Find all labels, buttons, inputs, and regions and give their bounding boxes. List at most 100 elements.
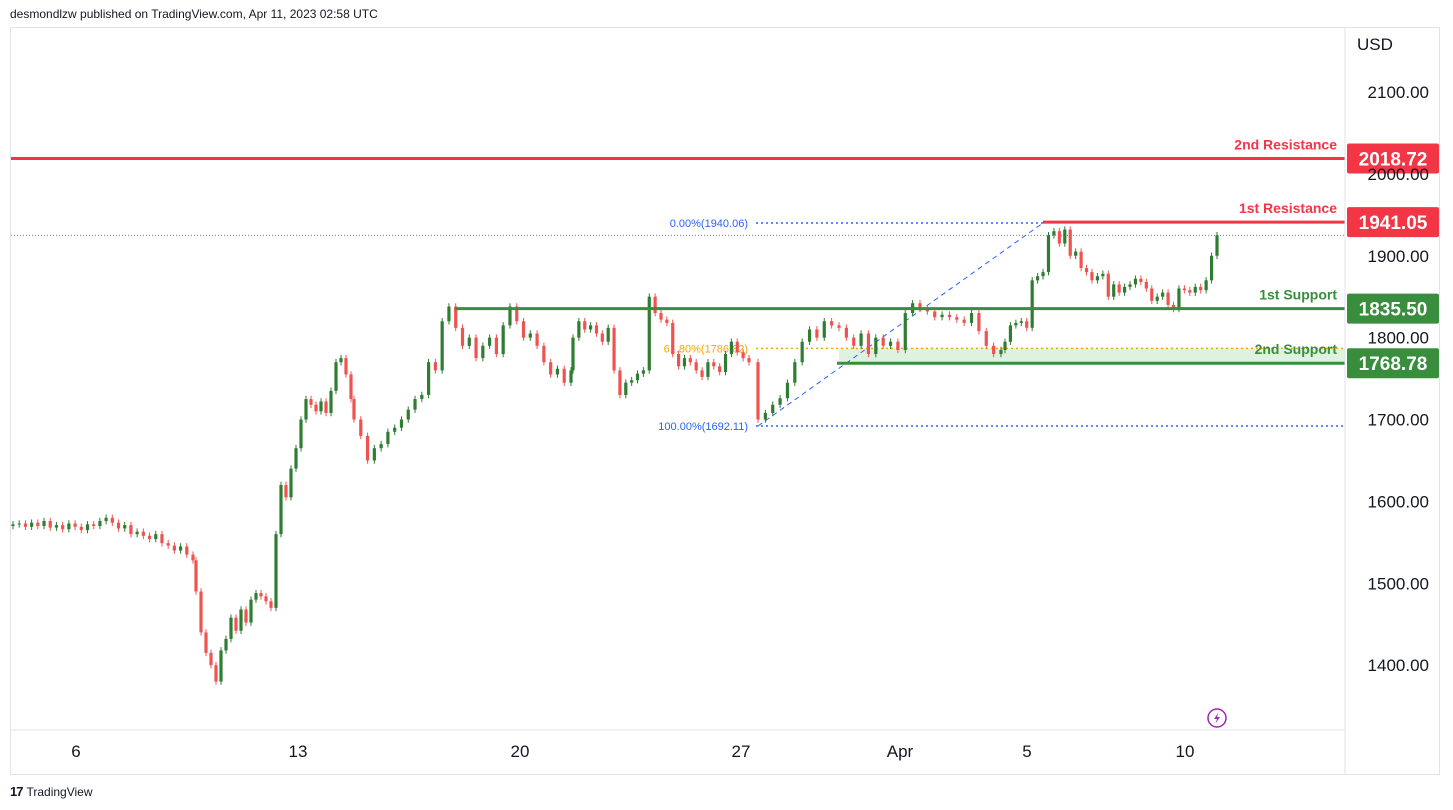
candle-body [1003,341,1007,350]
candle-body [918,303,922,309]
candle-body [224,638,228,651]
time-tick-label: 20 [511,742,530,761]
chart-frame[interactable]: 0.00%(1940.06) 61.80%(1786.82) 100.00%(169… [10,27,1440,775]
candle-body [1199,286,1203,291]
candle-body [962,319,966,323]
candle-body [104,517,108,522]
fib-level-label: 61.80%(1786.82) [664,343,748,355]
fib-level-label: 100.00%(1692.11) [658,421,748,433]
candle-body [1139,278,1143,282]
candle-body [460,327,465,346]
candle-body [747,358,751,363]
price-tick-label: 1400.00 [1368,656,1429,675]
candle-body [160,534,164,544]
candle-body [147,535,152,540]
candle-body [254,593,258,600]
candle-body [1204,280,1208,291]
candle-body [542,345,546,363]
candle-body [624,382,628,395]
candle-body [209,652,213,666]
level-price-tag-bg [1347,348,1439,379]
candle-body [653,296,657,314]
candle-body [896,341,900,350]
candle-body [999,349,1003,355]
candle-body [23,523,28,527]
candle-body [984,331,988,346]
candle-body [955,317,959,320]
candle-body [481,345,485,359]
candle-body [977,313,981,332]
level-price-tag-bg [1347,293,1439,324]
candle-body [279,485,283,535]
candle-body [940,314,944,318]
currency-label: USD [1357,35,1393,54]
candle-body [48,521,52,528]
candle-body [1166,292,1170,305]
candle-body [925,308,929,312]
candle-body [178,546,183,551]
candle-body [344,358,348,375]
candle-body [284,485,288,498]
fib-trend-line [757,222,1044,427]
candle-body [304,399,308,420]
level-price-tag-text: 1768.78 [1359,354,1428,375]
candle-body [1068,229,1072,256]
candle-body [1036,276,1040,281]
candle-body [756,362,760,420]
candle-body [191,554,195,561]
candle-body [249,599,253,623]
candle-body [881,337,885,346]
candle-body [589,325,593,330]
candle-body [612,327,616,371]
candle-body [194,560,198,592]
candle-body [741,352,745,359]
candle-body [185,546,189,555]
candle-body [729,341,733,355]
candle-body [79,526,83,531]
candle-body [1030,280,1034,328]
candle-body [365,435,370,461]
price-tick-label: 2000.00 [1368,165,1429,184]
candle-body [219,650,223,682]
candle-body [289,468,293,498]
candle-body [521,321,526,338]
footer: 17 TradingView [10,784,93,799]
candle-body [947,314,952,318]
lightning-icon[interactable] [1207,708,1227,728]
candle-body [859,333,863,346]
level-price-tag-bg [1347,143,1439,174]
candle-body [630,380,634,383]
candle-body [309,399,313,405]
candle-body [718,366,722,373]
candle-body [1177,288,1181,309]
level-price-tag: 2018.72 [1347,143,1439,174]
candle-body [1025,321,1029,328]
candle-body [234,617,238,631]
candle-body [888,341,893,346]
candle-body [116,522,121,529]
candle-body [1171,304,1176,309]
candle-body [141,531,145,536]
support-zone [839,348,1345,364]
candle-body [694,362,698,371]
candle-body [815,329,819,338]
candle-body [771,404,775,413]
candle-body [1063,229,1067,244]
candle-body [244,609,248,623]
candle-body [1095,276,1100,281]
footer-brand: TradingView [26,784,93,799]
price-chart[interactable]: 0.00%(1940.06) 61.80%(1786.82) 100.00%(169… [11,28,1439,774]
candle-body [339,358,343,363]
candle-body [269,601,273,608]
candle-body [1074,251,1078,256]
candle-body [393,427,397,432]
fib-retracement-layer: 0.00%(1940.06) 61.80%(1786.82) 100.00%(169… [658,218,1345,433]
level-label: 2nd Support [1255,341,1338,357]
time-tick-label: 6 [71,742,80,761]
price-tick-label: 1900.00 [1368,247,1429,266]
candle-body [454,306,458,328]
publish-info: desmondlzw published on TradingView.com,… [10,7,378,21]
candle-body [1057,231,1061,244]
candle-body [259,593,263,597]
support-zone-layer [839,348,1345,364]
